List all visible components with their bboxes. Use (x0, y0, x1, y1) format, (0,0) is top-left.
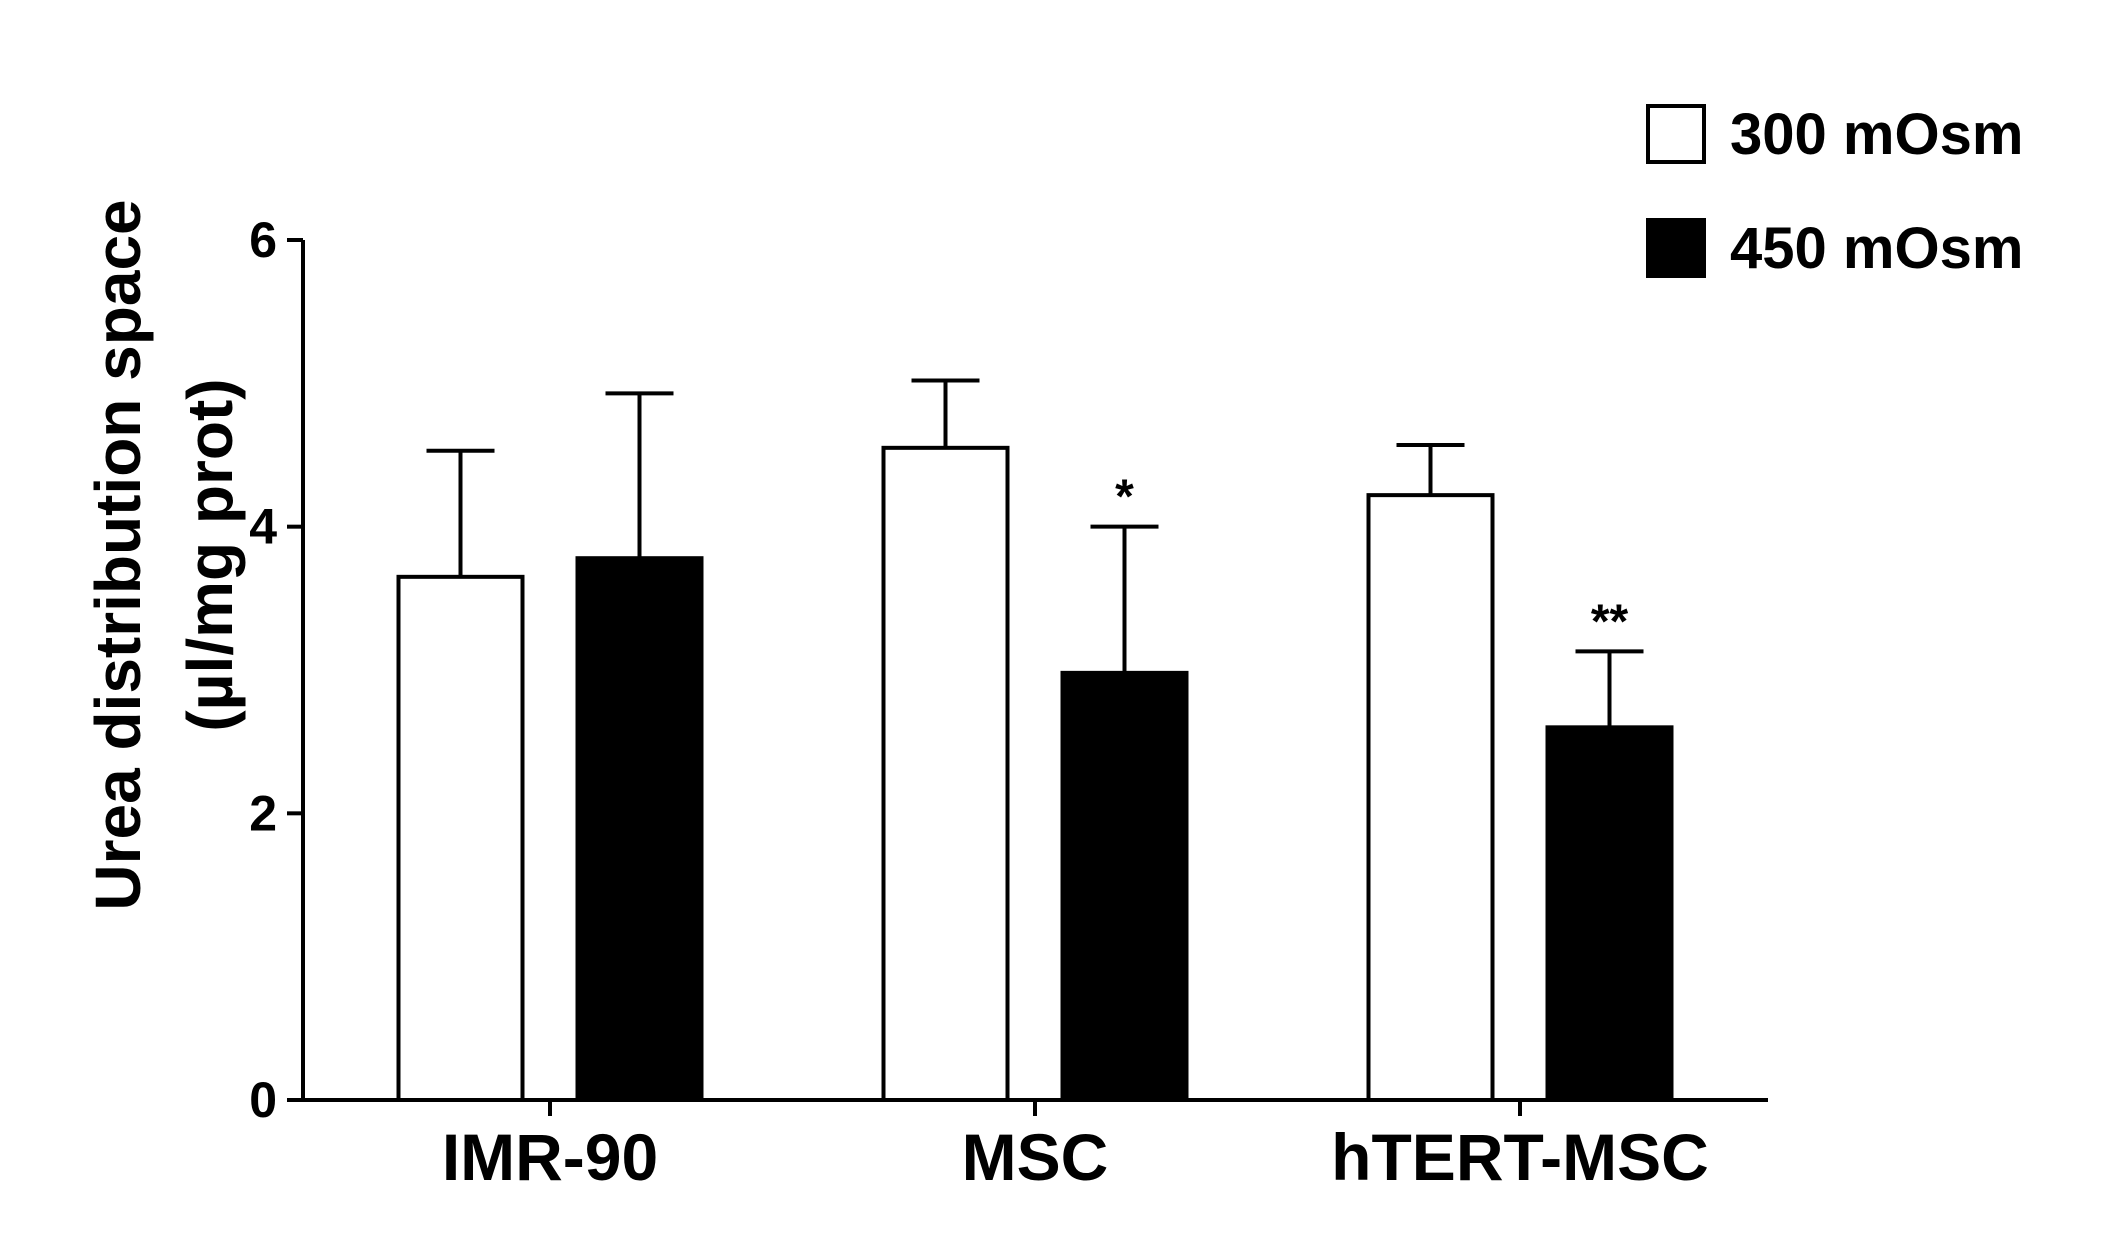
bar (1060, 670, 1189, 1102)
legend-label: 450 mOsm (1730, 216, 2023, 281)
legend-swatch (1646, 104, 1706, 164)
bar (396, 574, 525, 1102)
significance-marker: * (1115, 471, 1134, 524)
category-label: hTERT-MSC (1331, 1120, 1709, 1194)
legend-swatch (1646, 218, 1706, 278)
y-axis: 0 2 4 6 (249, 212, 305, 1128)
y-tick-label: 4 (249, 499, 277, 555)
y-tick-label: 2 (249, 785, 277, 841)
category-label: MSC (962, 1120, 1109, 1194)
legend-label: 300 mOsm (1730, 102, 2023, 167)
bar (1366, 493, 1495, 1102)
category-label: IMR-90 (442, 1120, 658, 1194)
bar (1545, 725, 1674, 1102)
bar (575, 556, 704, 1102)
y-tick-label: 6 (249, 212, 277, 268)
x-axis: IMR-90 MSC hTERT-MSC (301, 1098, 1768, 1194)
bars: *** (396, 378, 1674, 1103)
bar (881, 445, 1010, 1103)
y-axis-label-line-2: (µl/mg prot) (174, 378, 246, 731)
significance-marker: ** (1591, 595, 1629, 648)
legend: 300 mOsm 450 mOsm (1646, 102, 2023, 281)
y-axis-label-line-1: Urea distribution space (82, 199, 154, 910)
y-tick-label: 0 (249, 1072, 277, 1128)
